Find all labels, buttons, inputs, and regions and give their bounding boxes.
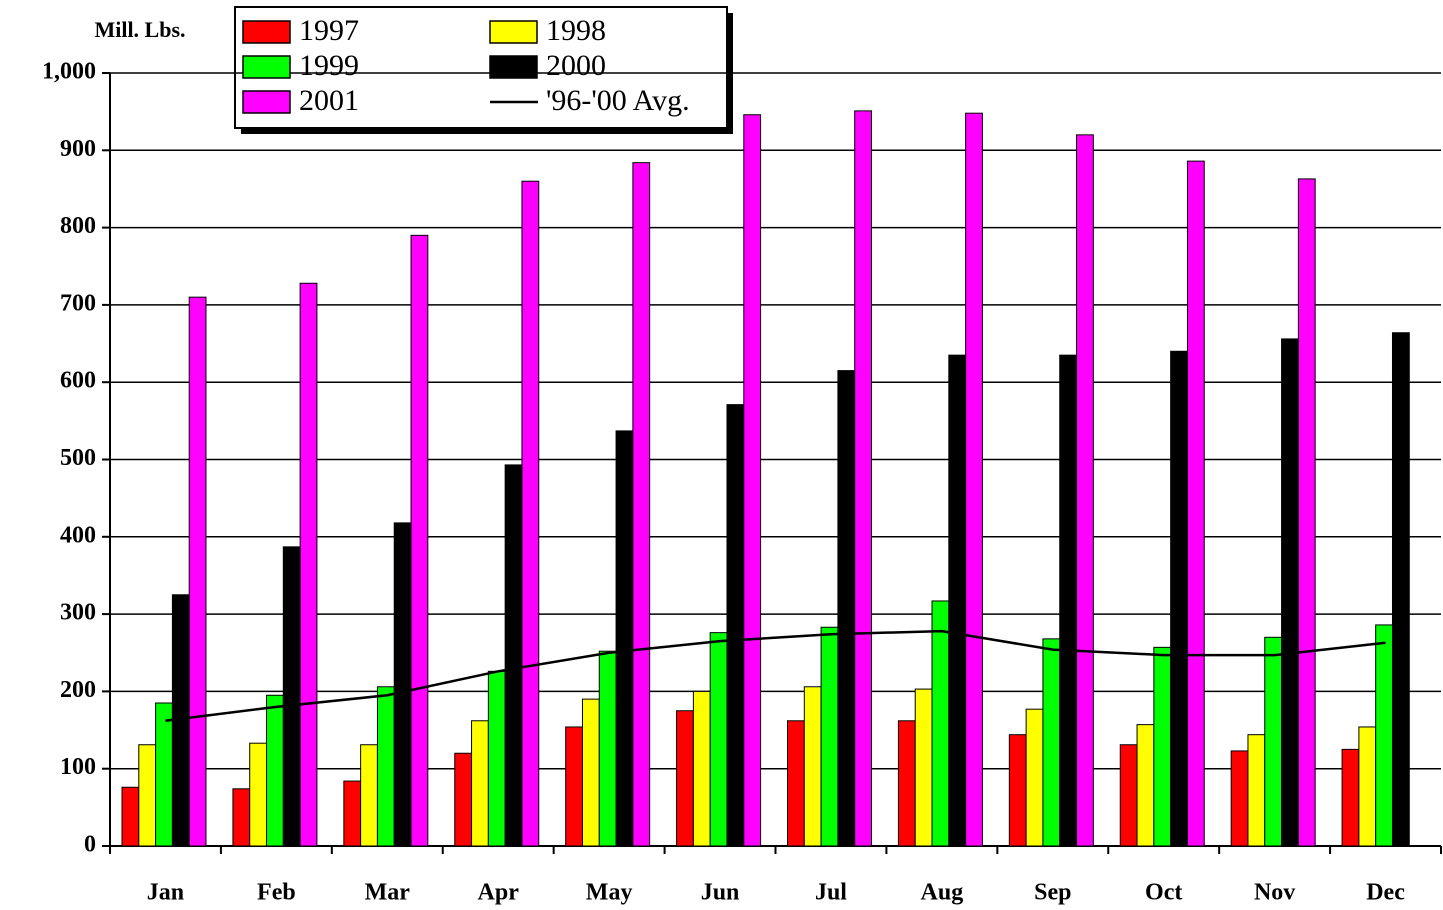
bar (521, 180, 540, 847)
bar (155, 702, 173, 847)
bar (1119, 744, 1138, 847)
bar (931, 600, 950, 847)
bar (787, 720, 805, 847)
bar (1230, 750, 1249, 847)
legend-swatch (489, 20, 538, 44)
bar (1264, 636, 1283, 847)
legend-label: 2001 (299, 84, 359, 117)
bar (1170, 350, 1188, 847)
y-axis-label: Mill. Lbs. (94, 17, 185, 42)
x-tick-label: Jul (815, 880, 847, 906)
x-tick-label: Aug (921, 880, 964, 906)
bar (598, 650, 617, 847)
x-tick-label: Apr (478, 880, 520, 906)
y-tick-label: 1,000 (42, 59, 96, 85)
x-tick-label: Mar (365, 880, 411, 906)
x-tick-label: Feb (257, 880, 296, 906)
y-tick-label: 100 (60, 754, 96, 780)
y-tick-label: 600 (60, 368, 96, 394)
bar (504, 464, 523, 847)
bar (282, 546, 301, 847)
bar (487, 670, 506, 847)
bar (188, 296, 207, 847)
bar (1297, 178, 1316, 847)
bar (897, 720, 916, 847)
bar (471, 720, 489, 847)
bar (1247, 734, 1266, 847)
x-tick-label: Jun (701, 880, 740, 906)
bar (138, 744, 157, 847)
bar (454, 752, 473, 847)
bar (1008, 734, 1027, 847)
bar (676, 710, 694, 847)
y-tick-label: 700 (60, 290, 96, 316)
legend-swatch (242, 20, 291, 44)
legend (234, 6, 728, 129)
bar (1153, 646, 1172, 847)
bar (692, 690, 711, 847)
bar (376, 686, 395, 847)
bar (1375, 624, 1393, 847)
legend-label: '96-'00 Avg. (546, 84, 690, 117)
bar (709, 632, 728, 847)
y-tick-label: 800 (60, 213, 96, 239)
y-tick-label: 900 (60, 136, 96, 162)
bar (615, 430, 634, 847)
x-tick-label: Sep (1034, 880, 1071, 906)
bar (743, 114, 762, 847)
bar (249, 742, 268, 847)
bar (581, 698, 600, 847)
bar (726, 404, 745, 847)
bar (837, 370, 856, 847)
bar (410, 234, 429, 847)
bar (266, 694, 284, 847)
bar (393, 522, 412, 847)
legend-label: 1998 (546, 14, 606, 47)
bar (565, 726, 583, 847)
y-tick-label: 300 (60, 600, 96, 626)
bar (948, 354, 967, 847)
bar (1391, 332, 1410, 847)
bar (1358, 726, 1377, 847)
x-tick-label: Dec (1366, 880, 1405, 906)
legend-swatch (242, 90, 291, 114)
bar (1186, 160, 1205, 847)
bar (803, 686, 822, 847)
legend-swatch (489, 55, 538, 79)
bar (1281, 338, 1299, 847)
bar (914, 688, 933, 847)
x-tick-label: May (586, 880, 633, 906)
x-tick-label: Nov (1254, 880, 1295, 906)
bar (854, 110, 873, 847)
x-tick-label: Oct (1145, 880, 1182, 906)
bar (360, 744, 378, 847)
y-tick-label: 500 (60, 445, 96, 471)
legend-swatch (242, 55, 291, 79)
bar (820, 626, 839, 847)
bar (1059, 354, 1078, 847)
bar (121, 786, 140, 847)
avg-line (165, 629, 1386, 723)
bar (299, 282, 318, 847)
bar (965, 112, 983, 847)
y-tick-label: 0 (84, 832, 96, 858)
y-tick-label: 200 (60, 677, 96, 703)
bar (1042, 638, 1061, 847)
legend-label: 2000 (546, 49, 606, 82)
legend-label: 1999 (299, 49, 359, 82)
bar (632, 162, 651, 847)
bar (232, 788, 251, 847)
bar (1341, 748, 1360, 847)
x-tick-label: Jan (147, 880, 184, 906)
bar (1025, 708, 1044, 847)
y-tick-label: 400 (60, 522, 96, 548)
bar (343, 780, 362, 847)
legend-label: 1997 (299, 14, 359, 47)
bar (1136, 724, 1155, 847)
bar (1076, 134, 1094, 847)
